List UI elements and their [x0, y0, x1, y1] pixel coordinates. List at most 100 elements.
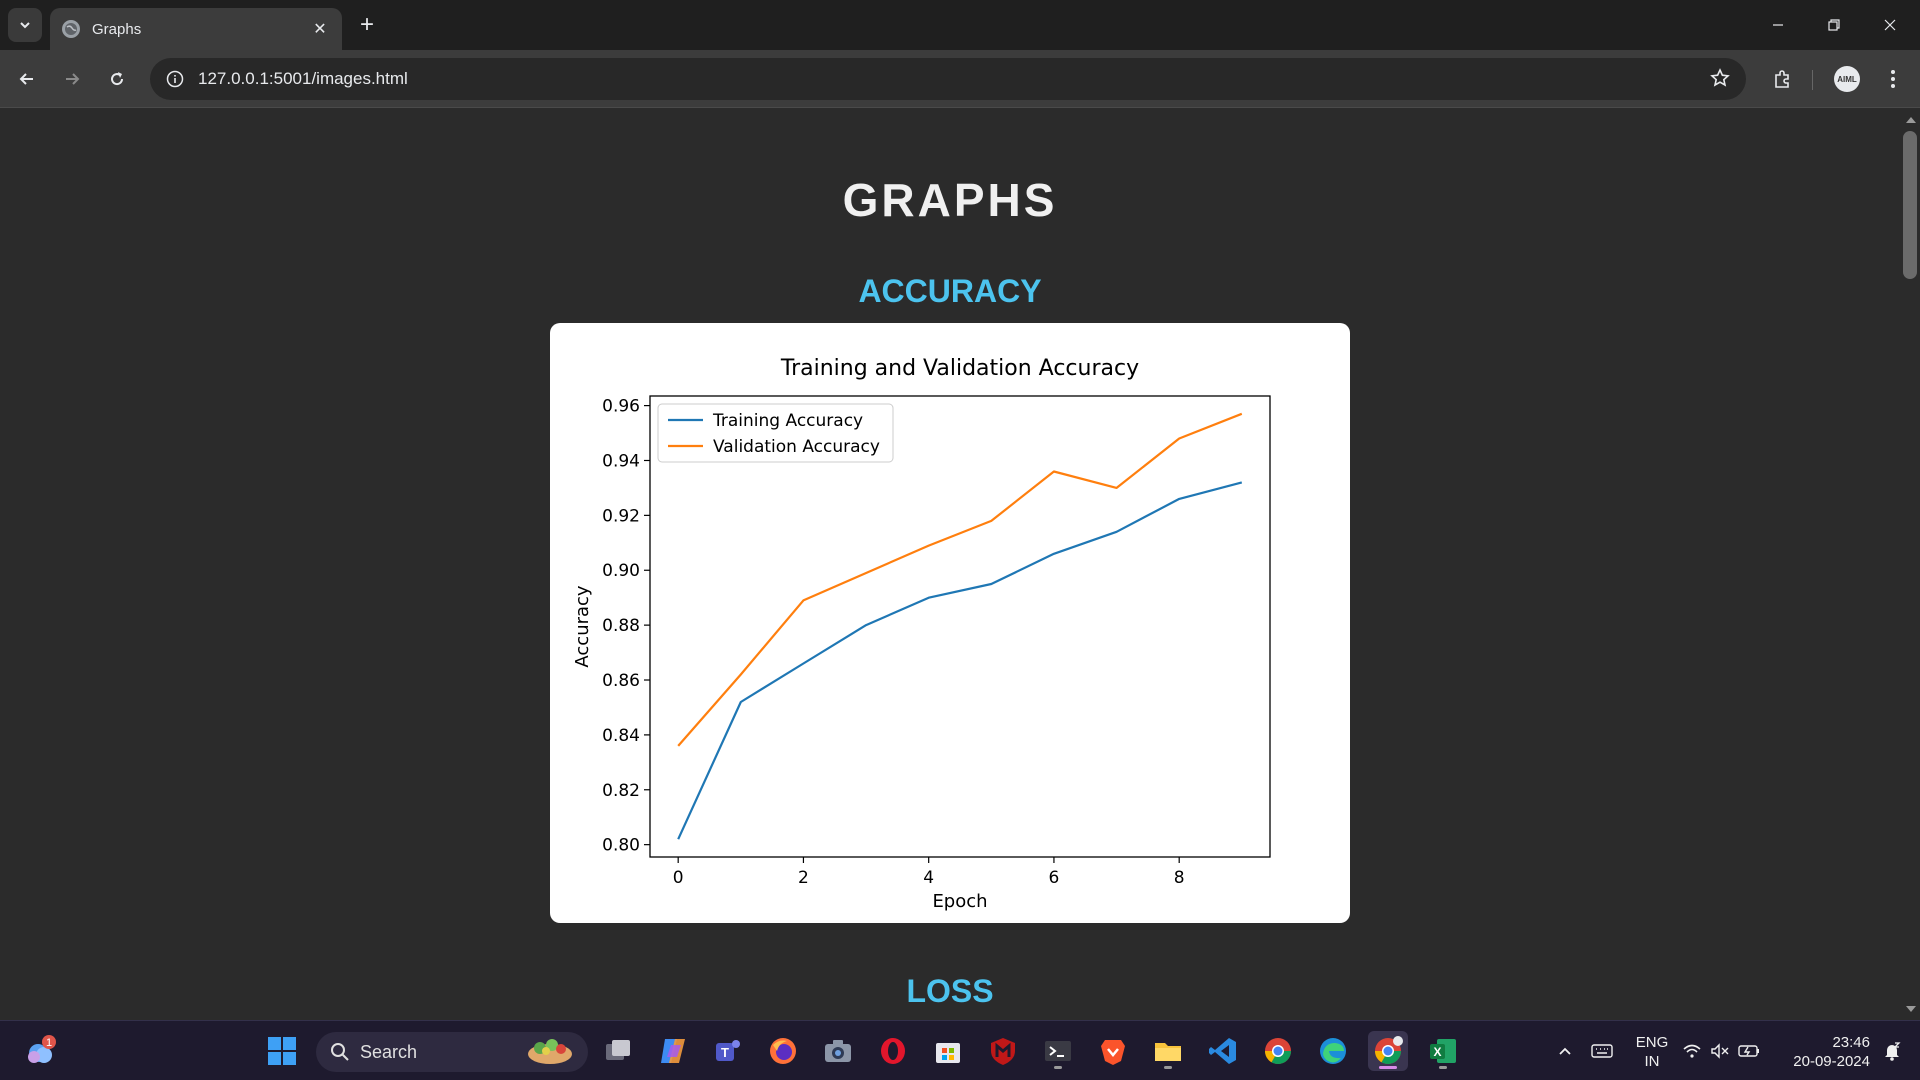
x-tick-label: 4 — [923, 868, 934, 888]
teams-button[interactable]: T — [708, 1031, 748, 1071]
back-button[interactable] — [10, 62, 44, 96]
vscode-icon — [1209, 1038, 1236, 1064]
clock[interactable]: 23:46 20-09-2024 — [1780, 1033, 1870, 1071]
opera-button[interactable] — [873, 1031, 913, 1071]
tab-search-button[interactable] — [8, 8, 42, 42]
legend-box — [657, 403, 894, 463]
y-tick-label: 0.82 — [602, 781, 640, 801]
brave-lion-icon — [1101, 1040, 1125, 1065]
page-scrollbar[interactable] — [1900, 109, 1920, 1020]
running-indicator — [1164, 1066, 1172, 1069]
keyboard-button[interactable] — [1582, 1031, 1622, 1071]
bell-snooze-icon — [1885, 1042, 1901, 1061]
tab-graphs[interactable]: Graphs ✕ — [50, 8, 342, 50]
quick-settings-button[interactable] — [1676, 1031, 1766, 1071]
new-tab-button[interactable]: + — [359, 11, 374, 38]
edge-button[interactable] — [1313, 1031, 1353, 1071]
scroll-down-icon[interactable] — [1906, 1006, 1916, 1012]
task-view-button[interactable] — [598, 1031, 638, 1071]
active-indicator — [1379, 1066, 1397, 1069]
folder-icon — [1155, 1043, 1181, 1061]
brave-button[interactable] — [1093, 1031, 1133, 1071]
language-indicator[interactable]: ENG IN — [1627, 1033, 1677, 1071]
file-explorer-button[interactable] — [1148, 1031, 1188, 1071]
windows-icon — [268, 1037, 296, 1065]
page-title: GRAPHS — [842, 174, 1058, 226]
accuracy-heading: ACCURACY — [858, 273, 1042, 309]
plot-frame — [649, 395, 1271, 858]
bookmark-star-icon[interactable] — [1710, 68, 1730, 93]
chevron-down-icon — [20, 22, 30, 29]
puzzle-icon — [1775, 70, 1789, 88]
taskbar-search[interactable]: Search — [316, 1032, 588, 1072]
browser-toolbar: 127.0.0.1:5001/images.html AIML — [0, 50, 1920, 108]
start-button[interactable] — [262, 1031, 302, 1071]
profile-button[interactable]: AIML — [1830, 62, 1864, 96]
extensions-button[interactable] — [1765, 62, 1799, 96]
address-bar[interactable]: 127.0.0.1:5001/images.html — [150, 58, 1746, 100]
restore-button[interactable] — [1806, 0, 1862, 50]
language-code: ENG — [1635, 1034, 1669, 1051]
chrome-profile-button[interactable] — [1368, 1031, 1408, 1071]
legend-entry: Validation Accuracy — [713, 437, 880, 457]
tab-title: Graphs — [92, 20, 142, 38]
clock-date: 20-09-2024 — [1793, 1053, 1870, 1070]
info-icon[interactable] — [166, 70, 184, 88]
globe-icon — [62, 20, 80, 38]
accuracy-graph-card: Training and Validation Accuracy 0.80 0.82… — [550, 323, 1350, 923]
y-tick-label: 0.80 — [602, 836, 640, 856]
salad-bowl-icon — [528, 1039, 572, 1064]
clock-time: 23:46 — [1832, 1034, 1870, 1051]
loss-heading: LOSS — [906, 973, 994, 1009]
chrome-button[interactable] — [1258, 1031, 1298, 1071]
terminal-icon — [1045, 1041, 1071, 1061]
mcafee-button[interactable] — [983, 1031, 1023, 1071]
weather-icon: 1 — [28, 1035, 56, 1063]
notifications-button[interactable] — [1872, 1031, 1912, 1071]
page-viewport: GRAPHS ACCURACY Training and Validation … — [0, 109, 1900, 1020]
camera-button[interactable] — [818, 1031, 858, 1071]
toolbar-divider — [1812, 70, 1813, 90]
vscode-button[interactable] — [1203, 1031, 1243, 1071]
reload-button[interactable] — [100, 62, 134, 96]
minimize-icon — [1773, 24, 1783, 26]
y-tick-label: 0.94 — [602, 451, 640, 471]
speaker-muted-icon — [1711, 1043, 1729, 1059]
minimize-button[interactable] — [1750, 0, 1806, 50]
y-tick-label: 0.96 — [602, 397, 640, 417]
excel-button[interactable]: X — [1423, 1031, 1463, 1071]
edge-icon — [1320, 1038, 1346, 1064]
copilot-button[interactable] — [653, 1031, 693, 1071]
running-indicator — [1054, 1066, 1062, 1069]
weather-badge: 1 — [46, 1037, 52, 1049]
excel-icon: X — [1430, 1039, 1456, 1063]
terminal-button[interactable] — [1038, 1031, 1078, 1071]
forward-button[interactable] — [55, 62, 89, 96]
close-window-button[interactable] — [1862, 0, 1918, 50]
battery-icon — [1738, 1045, 1759, 1057]
legend-entry: Training Accuracy — [712, 411, 863, 431]
avatar: AIML — [1834, 66, 1860, 92]
show-hidden-icons-button[interactable] — [1545, 1031, 1585, 1071]
scrollbar-thumb[interactable] — [1903, 131, 1917, 279]
url-text[interactable]: 127.0.0.1:5001/images.html — [198, 69, 408, 88]
microsoft-store-button[interactable] — [928, 1031, 968, 1071]
camera-icon — [825, 1040, 851, 1062]
series-line-validation — [677, 412, 1243, 747]
arrow-right-icon — [66, 73, 80, 85]
chrome-icon — [1264, 1038, 1292, 1065]
wifi-icon — [1683, 1044, 1701, 1058]
tab-close-icon[interactable]: ✕ — [313, 21, 327, 38]
teams-icon: T — [716, 1040, 740, 1061]
x-tick-label: 0 — [673, 868, 684, 888]
chrome-icon — [1374, 1036, 1403, 1065]
y-axis-label: Accuracy — [572, 585, 593, 668]
firefox-button[interactable] — [763, 1031, 803, 1071]
copilot-icon — [661, 1039, 685, 1063]
scroll-up-icon[interactable] — [1906, 117, 1916, 123]
task-view-icon — [606, 1040, 630, 1060]
weather-widget[interactable]: 1 — [20, 1031, 60, 1071]
close-icon — [1884, 19, 1896, 31]
browser-menu-button[interactable] — [1876, 62, 1910, 96]
running-indicator — [1439, 1066, 1447, 1069]
